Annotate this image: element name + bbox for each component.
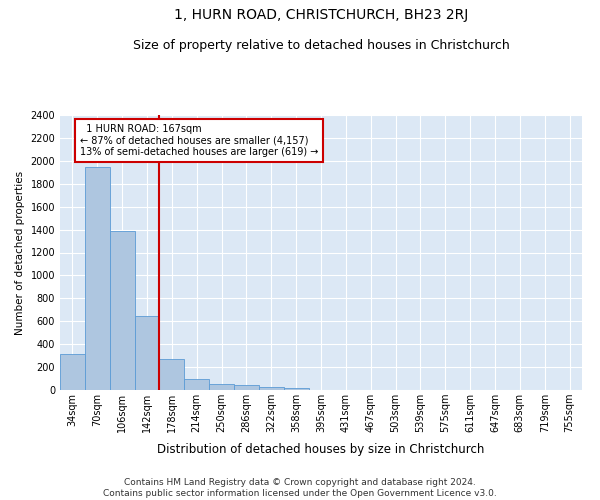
Bar bbox=[160, 359, 184, 390]
Bar bbox=[284, 388, 308, 390]
Text: 1 HURN ROAD: 167sqm
← 87% of detached houses are smaller (4,157)
13% of semi-det: 1 HURN ROAD: 167sqm ← 87% of detached ho… bbox=[80, 124, 318, 158]
Bar bbox=[85, 166, 110, 390]
Text: Contains HM Land Registry data © Crown copyright and database right 2024.
Contai: Contains HM Land Registry data © Crown c… bbox=[103, 478, 497, 498]
Bar bbox=[234, 386, 259, 390]
Y-axis label: Number of detached properties: Number of detached properties bbox=[15, 170, 25, 334]
Bar bbox=[134, 316, 160, 390]
Text: Distribution of detached houses by size in Christchurch: Distribution of detached houses by size … bbox=[157, 442, 485, 456]
Bar bbox=[60, 354, 85, 390]
Text: Size of property relative to detached houses in Christchurch: Size of property relative to detached ho… bbox=[133, 40, 509, 52]
Bar bbox=[110, 230, 134, 390]
Bar bbox=[259, 387, 284, 390]
Text: 1, HURN ROAD, CHRISTCHURCH, BH23 2RJ: 1, HURN ROAD, CHRISTCHURCH, BH23 2RJ bbox=[174, 8, 468, 22]
Bar bbox=[184, 378, 209, 390]
Bar bbox=[209, 384, 234, 390]
